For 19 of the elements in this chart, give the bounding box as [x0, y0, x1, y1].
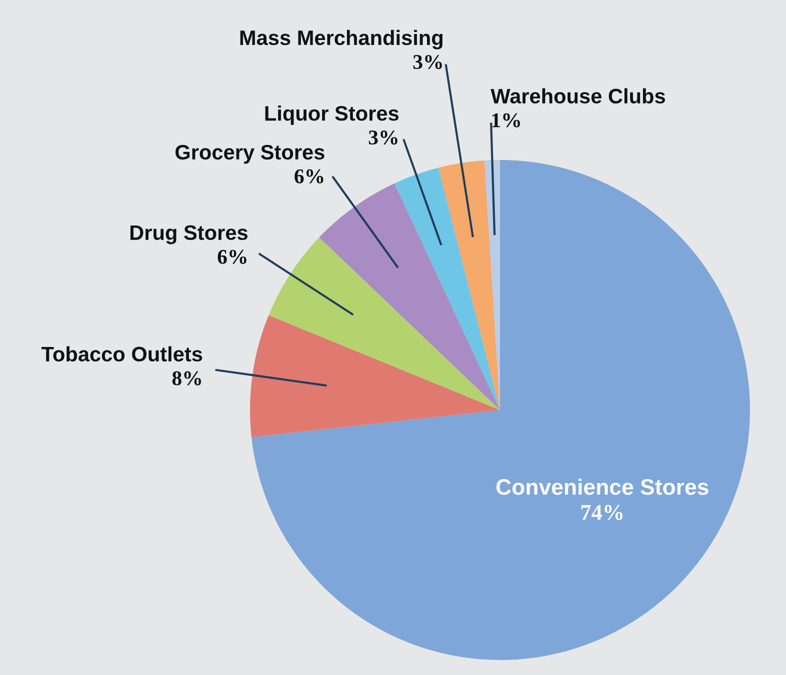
- slice-label: Liquor Stores: [265, 105, 398, 125]
- pie-slice: [268, 237, 500, 410]
- pie-slice: [394, 168, 500, 410]
- data-label: 74%: [581, 504, 623, 520]
- slice-label: Grocery Stores: [176, 144, 324, 164]
- slice-label: Convenience Stores: [496, 478, 708, 495]
- slice-label: Tobacco Outlets: [42, 346, 202, 362]
- data-label: 6%: [294, 169, 324, 184]
- data-label: 3%: [368, 130, 398, 145]
- data-label: 6%: [218, 250, 246, 264]
- pie-slice: [438, 160, 500, 410]
- pie-slice: [319, 183, 500, 410]
- data-label: 1%: [492, 113, 520, 128]
- data-label: 8%: [172, 371, 201, 386]
- pie-slice: [250, 315, 500, 438]
- slice-label: Drug Stores: [130, 225, 248, 244]
- data-label: 3%: [413, 54, 442, 70]
- slice-label: Mass Merchandising: [240, 30, 442, 50]
- slice-label: Warehouse Clubs: [490, 88, 665, 104]
